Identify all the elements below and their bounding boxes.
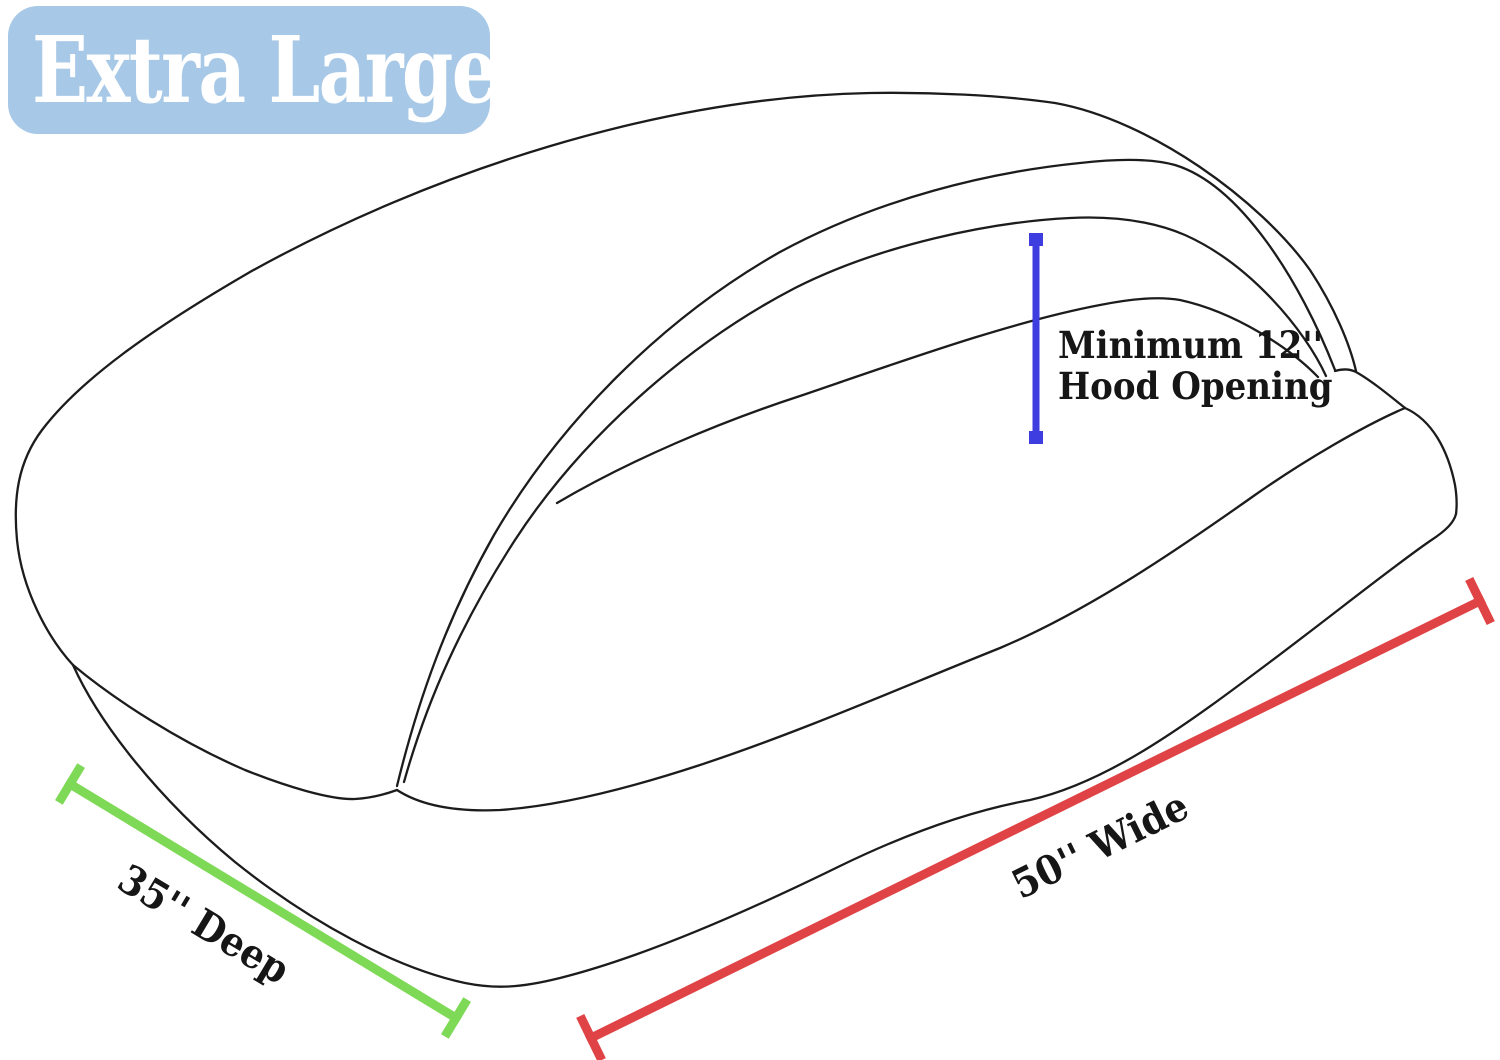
cushion-corner-path	[1403, 406, 1458, 516]
width-dimension-group	[576, 576, 1495, 1060]
hood-opening-arch-path	[555, 297, 1320, 505]
width-dimension-tick-end	[1465, 576, 1495, 626]
depth-dimension-line	[63, 777, 463, 1025]
hood-rim-outer-path	[395, 158, 1337, 788]
bed-outer-silhouette-path	[14, 91, 1358, 667]
cushion-left-top-edge-path	[71, 663, 399, 801]
width-dimension-tick-start	[576, 1013, 606, 1060]
width-label: 50'' Wide	[1005, 783, 1196, 909]
width-dimension-line	[584, 594, 1487, 1045]
hood-rim-inner-path	[402, 216, 1328, 784]
size-badge: Extra Large	[8, 6, 499, 134]
hood-corner-join-path	[1333, 368, 1407, 410]
hood-opening-dimension-cap-bottom	[1029, 431, 1043, 444]
hood-opening-dimension-group: Minimum 12'' Hood Opening	[1029, 233, 1333, 444]
depth-dimension-tick-end	[441, 997, 471, 1039]
bed-outline-group	[14, 91, 1458, 988]
depth-label: 35'' Deep	[110, 856, 298, 995]
cushion-bottom-edge-path	[71, 512, 1458, 988]
hood-opening-label-line2: Hood Opening	[1058, 366, 1333, 409]
cushion-top-rim-path	[395, 406, 1407, 812]
depth-dimension-group	[55, 763, 471, 1039]
depth-dimension-tick-start	[55, 763, 85, 805]
size-badge-label: Extra Large	[32, 16, 499, 124]
hood-opening-dimension-cap-top	[1029, 233, 1043, 246]
hood-opening-label-line1: Minimum 12''	[1058, 325, 1323, 368]
